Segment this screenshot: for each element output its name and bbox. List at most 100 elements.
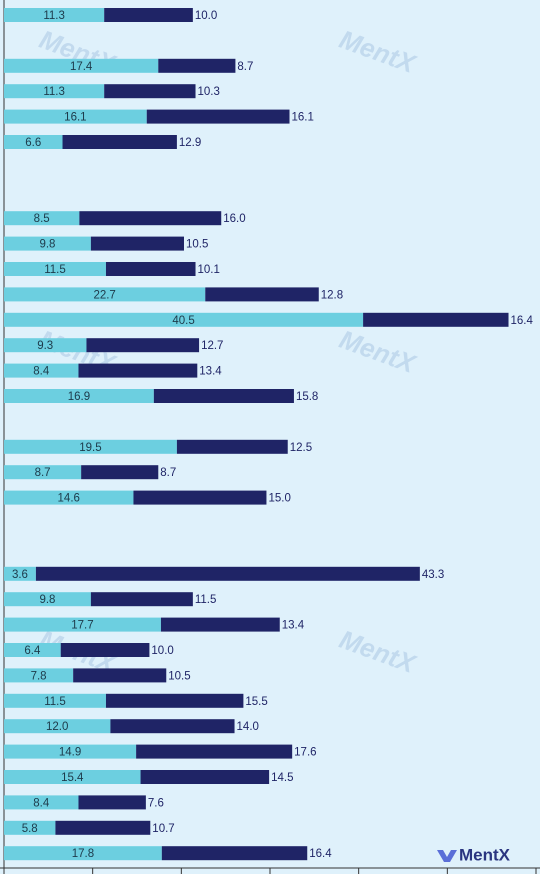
- bar-segment: [4, 135, 63, 149]
- bar-segment: [105, 693, 244, 708]
- bar-segment: [136, 744, 293, 759]
- bar-segment: [158, 58, 236, 73]
- value-label: 12.5: [290, 442, 312, 454]
- value-label: 15.8: [296, 391, 318, 403]
- bar-segment: [4, 668, 74, 683]
- value-label: 10.5: [186, 239, 208, 251]
- bar-segment: [105, 262, 196, 276]
- bar-segment: [4, 846, 162, 861]
- value-label: 11.3: [43, 86, 65, 98]
- bar-segment: [4, 211, 80, 226]
- value-label: 13.4: [199, 366, 222, 378]
- bar-segment: [4, 109, 147, 124]
- bar-segment: [4, 439, 177, 454]
- bar-segment: [4, 58, 159, 73]
- value-label: 8.7: [35, 467, 51, 479]
- bar-segment: [86, 338, 200, 353]
- bar-segment: [4, 84, 105, 99]
- bar-segment: [110, 719, 235, 734]
- value-label: 11.5: [44, 264, 66, 276]
- value-label: 9.3: [37, 340, 53, 352]
- bar-segment: [55, 820, 151, 835]
- value-label: 16.9: [68, 391, 90, 403]
- value-label: 16.0: [223, 213, 245, 225]
- bar-segment: [4, 592, 91, 607]
- bar-segment: [4, 617, 161, 632]
- bar-segment: [205, 287, 319, 302]
- value-label: 15.5: [245, 696, 267, 708]
- bar-segment: [4, 693, 106, 708]
- value-label: 10.0: [151, 645, 173, 657]
- value-label: 15.0: [268, 493, 290, 505]
- bar-segment: [176, 439, 288, 454]
- value-label: 17.7: [71, 620, 93, 632]
- value-label: 7.8: [31, 670, 47, 682]
- bar-segment: [60, 643, 150, 657]
- logo-icon: [437, 850, 457, 862]
- bar-segment: [4, 363, 79, 378]
- watermark: MentX: [336, 324, 421, 379]
- value-label: 10.3: [198, 86, 220, 98]
- value-label: 11.3: [43, 10, 65, 22]
- value-label: 43.3: [422, 569, 444, 581]
- bar-segment: [4, 490, 134, 505]
- value-label: 12.0: [46, 721, 68, 733]
- bar-segment: [4, 312, 364, 327]
- value-label: 9.8: [39, 239, 55, 251]
- value-label: 8.5: [34, 213, 50, 225]
- bar-segment: [4, 236, 91, 251]
- value-label: 3.6: [12, 569, 28, 581]
- value-label: 6.6: [25, 137, 41, 149]
- value-label: 17.6: [294, 747, 316, 759]
- bar-segment: [90, 592, 193, 607]
- value-label: 17.4: [70, 61, 93, 73]
- value-label: 11.5: [195, 594, 217, 606]
- bar-segment: [4, 465, 82, 480]
- value-label: 16.4: [511, 315, 534, 327]
- value-label: 14.9: [59, 747, 81, 759]
- value-label: 22.7: [93, 289, 115, 301]
- bar-segment: [81, 465, 159, 480]
- value-label: 5.8: [22, 823, 38, 835]
- value-label: 14.5: [271, 772, 293, 784]
- value-label: 7.6: [148, 797, 164, 809]
- bar-segment: [4, 338, 87, 353]
- value-label: 16.4: [309, 848, 332, 860]
- value-label: 15.4: [61, 772, 84, 784]
- bar-segment: [78, 795, 146, 810]
- value-label: 19.5: [79, 442, 101, 454]
- value-label: 10.7: [152, 823, 174, 835]
- logo-text: MentX: [459, 845, 511, 864]
- value-label: 10.1: [198, 264, 220, 276]
- bar-segment: [140, 770, 270, 784]
- watermark: MentX: [336, 624, 421, 679]
- bar-segment: [104, 8, 193, 22]
- bar-segment: [35, 566, 420, 581]
- value-label: 8.7: [237, 61, 253, 73]
- value-label: 14.0: [237, 721, 259, 733]
- bar-segment: [4, 389, 154, 403]
- value-label: 8.7: [160, 467, 176, 479]
- value-label: 8.4: [33, 797, 50, 809]
- value-label: 12.8: [321, 289, 343, 301]
- bar-segment: [79, 211, 222, 226]
- bar-segment: [4, 287, 206, 302]
- bar-segment: [4, 566, 36, 581]
- bar-segment: [4, 770, 141, 784]
- bar-segment: [153, 389, 294, 403]
- bar-segment: [78, 363, 198, 378]
- bar-segment: [4, 795, 79, 810]
- value-label: 16.1: [292, 112, 314, 124]
- bar-segment: [146, 109, 290, 124]
- bar-segment: [73, 668, 167, 683]
- bar-segment: [4, 719, 111, 734]
- bar-segment: [90, 236, 184, 251]
- bar-segment: [133, 490, 267, 505]
- value-label: 10.5: [168, 670, 190, 682]
- bar-segment: [161, 846, 308, 861]
- value-label: 16.1: [64, 112, 86, 124]
- bar-segment: [4, 820, 56, 835]
- logo: MentX: [437, 845, 511, 864]
- value-label: 12.9: [179, 137, 201, 149]
